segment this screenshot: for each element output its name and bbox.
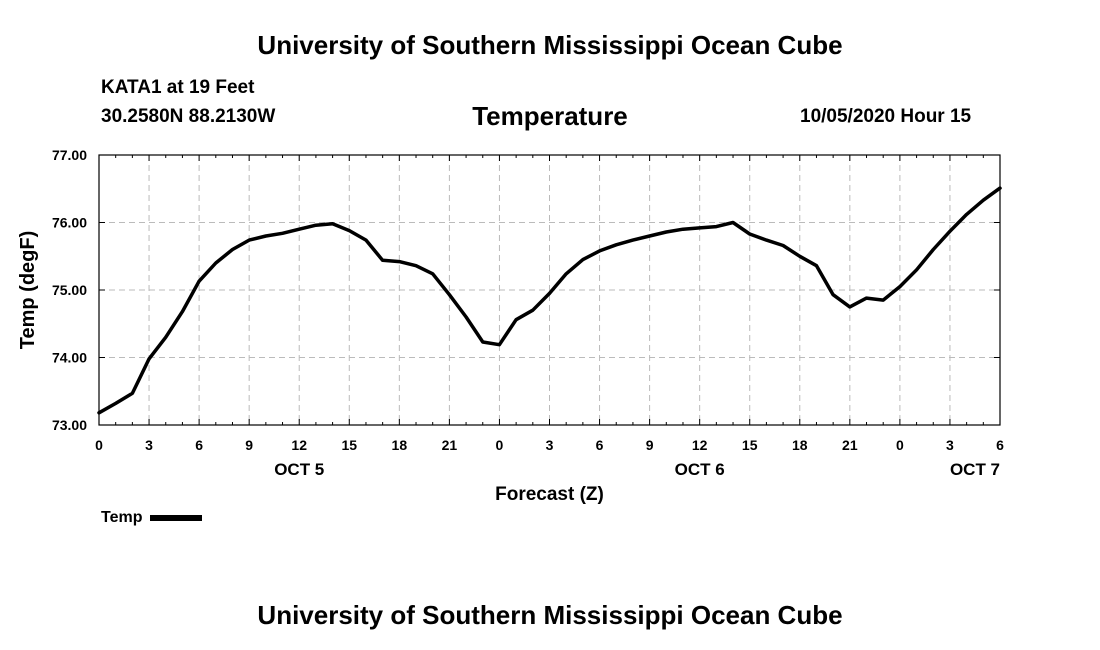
legend: Temp — [101, 509, 203, 527]
y-tick-label: 76.00 — [52, 215, 87, 231]
y-axis-label: Temp (degF) — [17, 231, 39, 350]
y-tick-label: 73.00 — [52, 417, 87, 433]
legend-label: Temp — [101, 509, 143, 526]
plot-frame — [98, 154, 1001, 426]
station-label: KATA1 at 19 Feet — [101, 77, 255, 98]
x-tick-label: 6 — [996, 437, 1004, 453]
x-tick-label: 6 — [596, 437, 604, 453]
chart-title: Temperature — [472, 101, 628, 131]
y-tick-label: 77.00 — [52, 147, 87, 163]
x-tick-label: 3 — [946, 437, 954, 453]
x-tick-label: 3 — [546, 437, 554, 453]
day-label: OCT 7 — [950, 460, 1000, 479]
y-tick-label: 75.00 — [52, 282, 87, 298]
x-tick-label: 18 — [392, 437, 408, 453]
valid-time: 10/05/2020 Hour 15 — [800, 106, 972, 127]
day-label: OCT 5 — [274, 460, 324, 479]
legend-swatch — [150, 514, 203, 521]
x-tick-label: 12 — [291, 437, 307, 453]
station-coordinates: 30.2580N 88.2130W — [101, 106, 276, 127]
x-tick-label: 0 — [896, 437, 904, 453]
x-tick-label: 0 — [95, 437, 103, 453]
x-axis-label: Forecast (Z) — [495, 484, 604, 505]
footer-title: University of Southern Mississippi Ocean… — [257, 600, 843, 630]
x-tick-label: 0 — [496, 437, 504, 453]
day-label: OCT 6 — [675, 460, 725, 479]
x-tick-label: 21 — [842, 437, 858, 453]
main-title: University of Southern Mississippi Ocean… — [257, 30, 843, 60]
x-tick-label: 21 — [442, 437, 458, 453]
y-tick-label: 74.00 — [52, 350, 87, 366]
x-tick-label: 9 — [245, 437, 253, 453]
x-tick-label: 18 — [792, 437, 808, 453]
temp-series-line — [97, 186, 1002, 415]
x-tick-label: 15 — [341, 437, 357, 453]
x-tick-label: 3 — [145, 437, 153, 453]
x-tick-label: 12 — [692, 437, 708, 453]
x-tick-label: 6 — [195, 437, 203, 453]
x-tick-label: 15 — [742, 437, 758, 453]
x-tick-label: 9 — [646, 437, 654, 453]
